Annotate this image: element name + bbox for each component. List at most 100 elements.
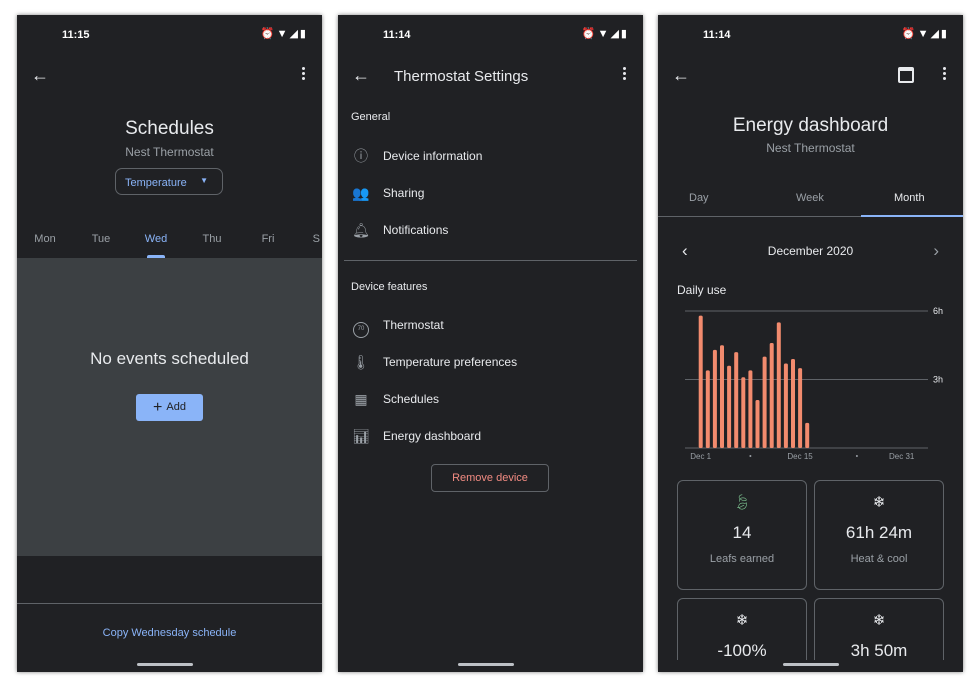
- bar: [776, 322, 781, 448]
- empty-message: No events scheduled: [90, 349, 249, 368]
- item-label: Thermostat: [383, 318, 444, 332]
- bar: [805, 422, 810, 448]
- item-thermostat[interactable]: 70 Thermostat: [352, 316, 444, 338]
- bar: [755, 400, 760, 448]
- period-label: December 2020: [767, 244, 854, 258]
- card-value: 61h 24m: [845, 523, 913, 542]
- nav-handle[interactable]: [783, 663, 839, 666]
- item-sharing[interactable]: 👥 Sharing: [352, 184, 424, 202]
- tab-day[interactable]: Day: [689, 192, 709, 204]
- bar: [698, 315, 703, 448]
- tab-tue[interactable]: Tue: [91, 233, 111, 245]
- page-title: Schedules: [125, 118, 214, 139]
- energy-icon: 📊︎: [352, 428, 370, 444]
- item-label: Temperature preferences: [383, 355, 518, 369]
- tab-month[interactable]: Month: [894, 192, 925, 204]
- tab-thu[interactable]: Thu: [202, 233, 222, 245]
- nav-handle[interactable]: [137, 663, 193, 666]
- status-icons: ⏰▼◢▮: [260, 28, 308, 40]
- card-duration[interactable]: ❄ 3h 50m: [814, 598, 944, 672]
- mode-dropdown[interactable]: Temperature ▼: [115, 168, 223, 195]
- x-tick-dot: [749, 455, 752, 457]
- next-month-icon[interactable]: ›: [933, 241, 939, 260]
- item-label: Energy dashboard: [383, 429, 482, 443]
- bar: [734, 352, 739, 448]
- back-arrow-icon[interactable]: ←: [672, 65, 690, 85]
- bar: [783, 363, 788, 448]
- status-time: 11:14: [703, 29, 731, 41]
- copy-schedule-link[interactable]: Copy Wednesday schedule: [102, 627, 237, 639]
- bar: [712, 349, 717, 448]
- card-value: 14: [732, 523, 752, 542]
- bar: [798, 368, 803, 448]
- more-options-icon[interactable]: [943, 67, 947, 83]
- back-arrow-icon[interactable]: ←: [352, 65, 370, 85]
- status-time: 11:14: [383, 29, 411, 41]
- card-leafs[interactable]: 🍃︎ 14 Leafs earned: [677, 480, 807, 590]
- page-subtitle: Nest Thermostat: [125, 145, 214, 159]
- bell-icon: 🔔︎: [352, 222, 370, 238]
- item-label: Schedules: [383, 392, 440, 406]
- daily-use-chart: 3h 6h Dec 1 Dec 15 Dec 31: [685, 306, 943, 461]
- energy-screen: 11:14 ⏰▼◢▮ ← Energy dashboard Nest Therm…: [658, 15, 963, 672]
- status-icons: ⏰▼◢▮: [901, 28, 949, 40]
- item-temperature-preferences[interactable]: 🌡︎ Temperature preferences: [352, 353, 517, 371]
- card-value: 3h 50m: [850, 641, 908, 660]
- item-label: Notifications: [383, 223, 449, 237]
- calendar-icon: ▦: [354, 391, 368, 407]
- x-tick-dot: [855, 455, 858, 457]
- back-arrow-icon[interactable]: ←: [31, 65, 49, 85]
- prev-month-icon[interactable]: ‹: [682, 241, 688, 260]
- heat-cool-icon: ❄: [872, 494, 886, 511]
- more-options-icon[interactable]: [302, 67, 306, 83]
- nav-handle[interactable]: [458, 663, 514, 666]
- people-icon: 👥: [352, 185, 370, 201]
- item-schedules[interactable]: ▦ Schedules: [352, 390, 439, 408]
- item-notifications[interactable]: 🔔︎ Notifications: [352, 221, 448, 239]
- divider: [344, 260, 637, 261]
- thermometer-icon: 🌡︎: [352, 354, 370, 370]
- y-tick-label: 3h: [933, 375, 943, 385]
- y-tick-label: 6h: [933, 306, 943, 316]
- bar: [720, 345, 724, 448]
- calendar-icon[interactable]: [898, 67, 914, 83]
- tab-fri[interactable]: Fri: [261, 233, 275, 245]
- x-tick-label: Dec 1: [690, 452, 711, 461]
- remove-device-button[interactable]: Remove device: [431, 464, 549, 492]
- dropdown-value: Temperature: [125, 177, 187, 189]
- tab-wed[interactable]: Wed: [144, 233, 168, 245]
- x-tick-label: Dec 15: [787, 452, 813, 461]
- item-energy-dashboard[interactable]: 📊︎ Energy dashboard: [352, 427, 481, 445]
- heat-cool-icon: ❄: [735, 612, 749, 629]
- section-device-features: Device features: [351, 281, 428, 293]
- bar: [748, 370, 753, 448]
- divider: [17, 603, 322, 604]
- heat-cool-icon: ❄: [872, 612, 886, 629]
- item-device-information[interactable]: ⓘ Device information: [352, 147, 482, 165]
- more-options-icon[interactable]: [623, 67, 627, 83]
- add-label: Add: [166, 401, 186, 413]
- tab-mon[interactable]: Mon: [34, 233, 56, 245]
- plus-icon: +: [153, 399, 163, 416]
- bar: [791, 358, 795, 448]
- page-title: Energy dashboard: [732, 115, 889, 136]
- tab-week[interactable]: Week: [796, 192, 824, 204]
- bar: [762, 356, 767, 448]
- item-label: Sharing: [383, 186, 425, 200]
- bottom-bar: [658, 660, 963, 672]
- settings-screen: 11:14 ⏰▼◢▮ ← Thermostat Settings General…: [338, 15, 643, 672]
- page-title: Thermostat Settings: [394, 68, 529, 85]
- add-button[interactable]: + Add: [136, 394, 203, 421]
- card-change[interactable]: ❄ -100%: [677, 598, 807, 672]
- card-value: -100%: [717, 641, 767, 660]
- item-label: Device information: [383, 149, 483, 163]
- dropdown-caret-icon: ▼: [200, 176, 208, 185]
- tab-sat[interactable]: S: [312, 233, 320, 245]
- leaf-icon: 🍃︎: [732, 494, 752, 511]
- schedule-area: No events scheduled + Add: [17, 258, 322, 556]
- section-general: General: [351, 111, 391, 123]
- card-heat-cool[interactable]: ❄ 61h 24m Heat & cool: [814, 480, 944, 590]
- card-label: Leafs earned: [709, 553, 775, 565]
- selected-tab-indicator: [861, 215, 963, 217]
- info-icon: ⓘ: [354, 148, 368, 164]
